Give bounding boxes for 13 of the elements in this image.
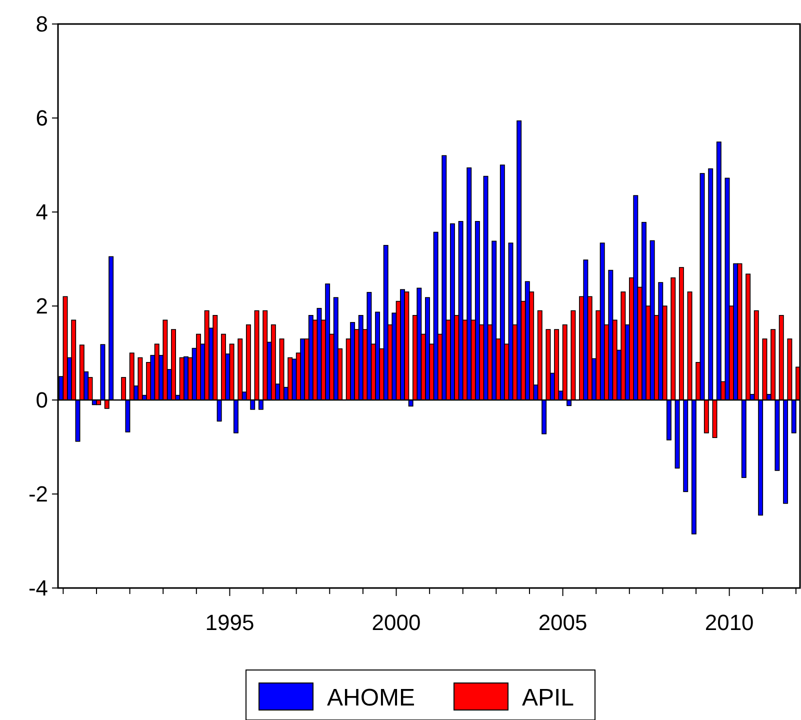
- legend-label: AHOME: [327, 684, 416, 712]
- legend-label: APIL: [522, 684, 574, 712]
- x-tick-label: 2010: [704, 610, 754, 635]
- x-tick-label: 1995: [205, 610, 254, 635]
- x-tick-label: 2005: [538, 610, 588, 635]
- y-tick-label: 2: [36, 294, 48, 319]
- y-tick-label: 4: [36, 200, 48, 225]
- y-tick-label: 6: [36, 106, 48, 131]
- x-tick-label: 2000: [372, 610, 421, 635]
- y-tick-label: -4: [28, 576, 48, 601]
- y-tick-label: 8: [36, 12, 48, 37]
- y-tick-label: -2: [28, 482, 48, 507]
- y-tick-label: 0: [36, 388, 48, 413]
